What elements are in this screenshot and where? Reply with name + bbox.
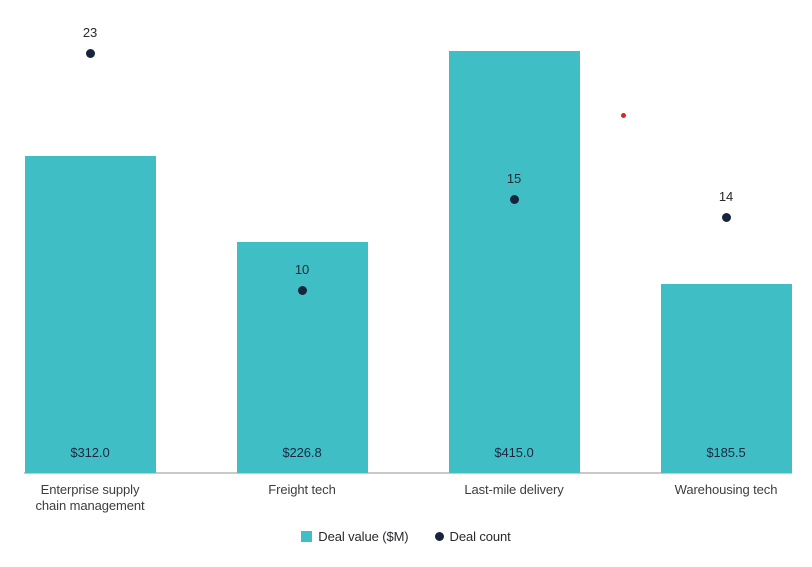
deal-count-label: 14 [718, 189, 734, 205]
legend-label-deal-value: Deal value ($M) [318, 529, 409, 544]
red-annotation-dot [620, 112, 626, 118]
deal-count-dot [85, 48, 95, 58]
x-axis-label-warehousing-tech: Warehousing tech [674, 482, 778, 497]
deal-count-swatch-icon [434, 532, 444, 541]
deal-value-label: $185.5 [706, 445, 746, 460]
deal-value-label: $226.8 [282, 445, 322, 460]
bar-last-mile-delivery [448, 51, 580, 473]
legend-label-deal-count: Deal count [449, 529, 511, 544]
deal-count-label: 23 [82, 25, 98, 41]
deal-value-swatch-icon [301, 531, 313, 542]
deal-count-dot [721, 212, 731, 222]
x-axis-baseline [24, 472, 792, 474]
deal-count-dot [297, 285, 307, 295]
legend-item-deal-value: Deal value ($M) [301, 529, 409, 544]
deal-count-label: 10 [294, 262, 310, 278]
legend-item-deal-count: Deal count [434, 529, 511, 544]
bar-warehousing-tech [660, 284, 792, 473]
deal-value-label: $312.0 [70, 445, 110, 460]
x-axis-label-freight-tech: Freight tech [268, 482, 336, 497]
bar-enterprise-supply-chain [24, 155, 156, 473]
x-axis-label-last-mile-delivery: Last-mile delivery [464, 482, 564, 497]
legend: Deal value ($M) Deal count [0, 529, 812, 544]
deal-value-label: $415.0 [494, 445, 534, 460]
x-axis-label-enterprise-supply-chain: Enterprise supply chain management [35, 482, 145, 513]
bar-freight-tech [236, 242, 368, 473]
deal-count-label: 15 [506, 171, 522, 187]
deal-count-dot [509, 194, 519, 204]
